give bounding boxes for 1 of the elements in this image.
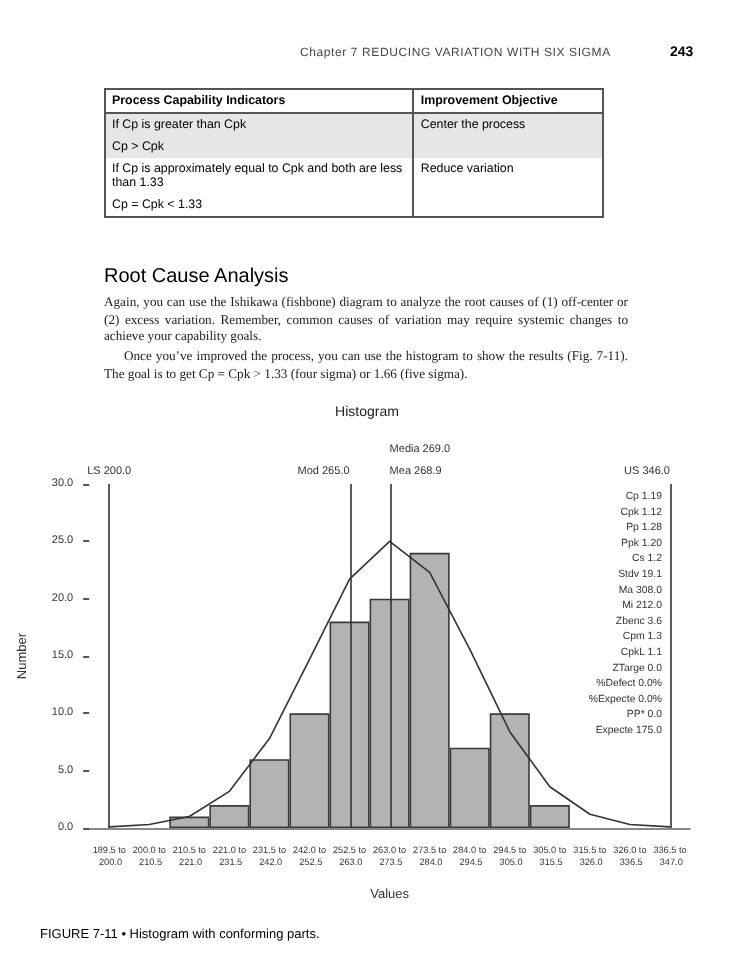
text: Root Cause Analysis [104, 266, 289, 288]
